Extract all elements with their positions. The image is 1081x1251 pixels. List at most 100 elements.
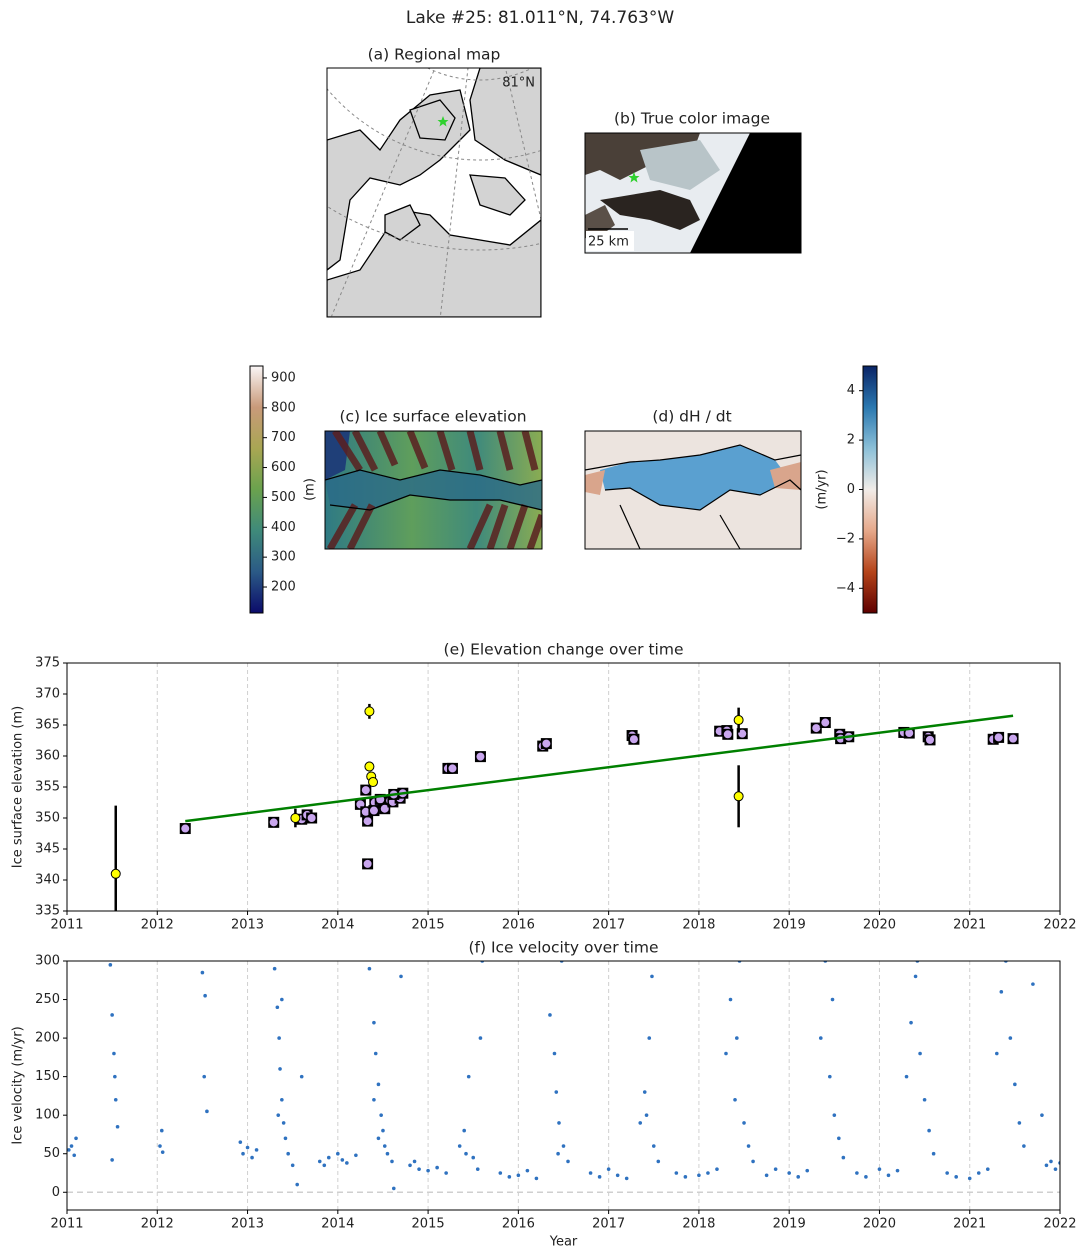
point: [471, 1155, 476, 1160]
point: [345, 1161, 349, 1165]
point: [250, 1155, 254, 1160]
point: [534, 1176, 539, 1181]
point: [417, 1167, 421, 1171]
y-tick-label: 360: [35, 749, 60, 764]
point: [913, 974, 918, 979]
point: [475, 1167, 480, 1171]
point: [855, 1171, 859, 1175]
point: [588, 1171, 593, 1175]
tick-label: 700: [271, 430, 296, 445]
marker: [364, 761, 375, 772]
point: [115, 1124, 120, 1129]
x-tick-label: 2011: [50, 918, 83, 933]
y-tick-label: 300: [35, 954, 60, 969]
point: [426, 1168, 430, 1173]
point: [1013, 1082, 1017, 1087]
point: [69, 1144, 74, 1148]
x-tick-label: 2011: [50, 1217, 83, 1232]
x-tick-label: 2017: [592, 918, 625, 933]
x-tick-label: 2022: [1043, 918, 1076, 933]
point: [724, 1051, 728, 1056]
point: [832, 1113, 837, 1117]
marker: [723, 730, 732, 739]
marker: [542, 739, 551, 748]
point: [735, 1036, 739, 1040]
plot-area: [110, 703, 1019, 911]
tick-label: 500: [271, 490, 296, 505]
point: [254, 1148, 259, 1152]
point: [1031, 982, 1035, 986]
point: [985, 1167, 990, 1171]
y-tick-label: 250: [35, 992, 60, 1007]
point: [516, 1173, 521, 1178]
marker: [994, 733, 1003, 742]
panel-title: (d) dH / dt: [652, 408, 731, 426]
colorbar: [862, 365, 878, 614]
point: [566, 1159, 570, 1164]
point: [837, 1136, 841, 1141]
point: [773, 1167, 778, 1171]
marker: [926, 735, 935, 744]
panel-title: (c) Ice surface elevation: [339, 408, 526, 426]
x-tick-label: 2018: [682, 1217, 715, 1232]
point: [372, 1097, 376, 1102]
point: [954, 1175, 958, 1179]
point: [464, 1151, 468, 1156]
point: [751, 1159, 755, 1164]
point: [864, 1175, 868, 1179]
axes-frame: [66, 960, 1061, 1211]
point: [597, 1175, 602, 1179]
tick-label: 400: [271, 520, 296, 535]
point: [108, 963, 113, 967]
y-tick-label: 100: [35, 1108, 60, 1123]
point: [1040, 1113, 1044, 1117]
point: [158, 1144, 162, 1148]
axes-frame: [66, 662, 1061, 912]
marker: [629, 735, 638, 744]
tick-label: 600: [271, 460, 296, 475]
point: [715, 1167, 719, 1171]
marker: [364, 706, 375, 717]
point: [561, 1144, 566, 1148]
point: [322, 1163, 327, 1168]
figure-title: Lake #25: 81.011°N, 74.763°W: [406, 8, 674, 28]
marker: [369, 806, 378, 815]
colorbar-label: (m/yr): [815, 469, 830, 509]
x-tick-label: 2014: [321, 1217, 354, 1232]
point: [379, 1113, 383, 1117]
point: [412, 1159, 417, 1164]
point: [466, 1074, 471, 1079]
point: [399, 974, 403, 979]
point: [557, 1121, 561, 1125]
point: [67, 1148, 71, 1152]
marker: [269, 818, 278, 827]
y-tick-label: 350: [35, 811, 60, 826]
marker: [733, 715, 744, 726]
marker: [905, 729, 914, 738]
point: [278, 1067, 282, 1071]
point: [203, 993, 207, 998]
point: [276, 1113, 281, 1117]
colorbar: [249, 365, 264, 614]
x-tick-label: 2021: [953, 918, 986, 933]
point: [927, 1128, 931, 1133]
x-tick-label: 2015: [412, 1217, 445, 1232]
point: [651, 1144, 656, 1148]
point: [160, 1150, 165, 1154]
point: [841, 1155, 846, 1160]
point: [376, 1136, 381, 1141]
point: [408, 1163, 412, 1168]
point: [200, 970, 205, 975]
point: [110, 1158, 114, 1162]
point: [918, 1051, 922, 1056]
point: [462, 1128, 467, 1133]
map-frame: [584, 430, 802, 550]
point: [548, 1013, 552, 1017]
point: [1053, 1167, 1058, 1171]
y-tick-label: 355: [35, 780, 60, 795]
point: [385, 1151, 390, 1156]
panel-title: (b) True color image: [614, 110, 770, 128]
tick-label: 2: [847, 433, 855, 448]
point: [1022, 1144, 1026, 1148]
point: [728, 997, 733, 1002]
